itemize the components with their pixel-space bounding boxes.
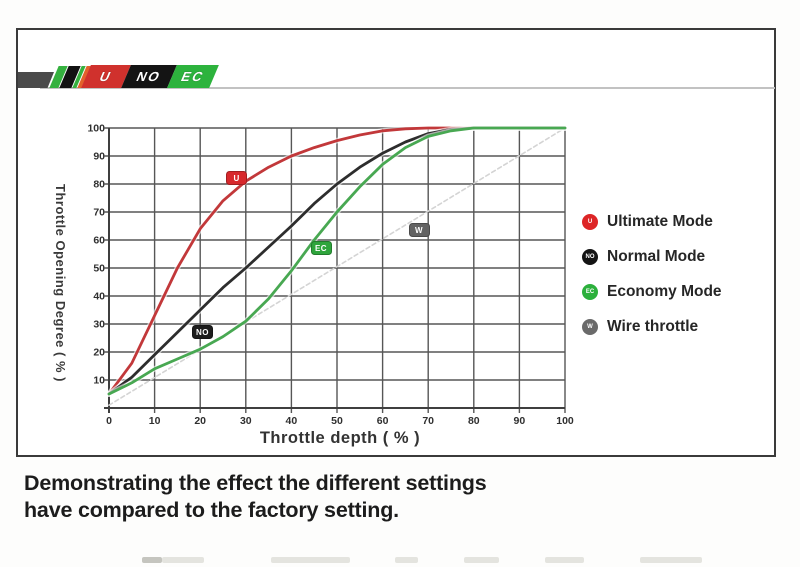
cropped-fragment bbox=[271, 557, 350, 563]
legend-label: Ultimate Mode bbox=[607, 212, 713, 230]
svg-text:100: 100 bbox=[556, 415, 574, 427]
brand-banner: U NO EC bbox=[0, 0, 800, 100]
chart-legend: U Ultimate Mode NO Normal Mode EC Economy Mod… bbox=[582, 204, 722, 344]
cropped-fragment bbox=[395, 557, 418, 563]
legend-label: Normal Mode bbox=[607, 247, 706, 265]
legend-item-normal-mode: NO Normal Mode bbox=[582, 239, 722, 274]
banner-rule-line bbox=[40, 87, 775, 89]
curve-badge-u: U bbox=[226, 171, 248, 186]
cropped-fragment bbox=[640, 557, 702, 563]
caption-line-1: Demonstrating the effect the different s… bbox=[24, 471, 487, 495]
svg-text:60: 60 bbox=[377, 415, 389, 427]
caption: Demonstrating the effect the different s… bbox=[24, 470, 487, 524]
cropped-fragment bbox=[162, 557, 204, 563]
svg-text:90: 90 bbox=[514, 415, 526, 427]
svg-text:80: 80 bbox=[468, 415, 480, 427]
cropped-fragment bbox=[464, 557, 499, 563]
legend-dot-icon: W bbox=[582, 318, 598, 335]
svg-text:30: 30 bbox=[93, 319, 105, 331]
svg-text:30: 30 bbox=[240, 415, 252, 427]
svg-text:10: 10 bbox=[149, 415, 161, 427]
svg-text:20: 20 bbox=[93, 347, 105, 359]
y-axis-title: Throttle Opening Degree ( % ) bbox=[53, 184, 68, 382]
svg-text:80: 80 bbox=[93, 179, 105, 191]
svg-text:70: 70 bbox=[422, 415, 434, 427]
svg-text:0: 0 bbox=[106, 415, 112, 427]
caption-line-2: have compared to the factory setting. bbox=[24, 498, 399, 522]
legend-label: Wire throttle bbox=[607, 317, 699, 335]
svg-text:20: 20 bbox=[194, 415, 206, 427]
legend-dot-icon: U bbox=[582, 213, 598, 230]
svg-text:50: 50 bbox=[331, 415, 343, 427]
svg-text:90: 90 bbox=[93, 151, 105, 163]
legend-item-wire-throttle: W Wire throttle bbox=[582, 309, 722, 344]
svg-text:40: 40 bbox=[286, 415, 298, 427]
throttle-response-chart: 0 10 20 30 40 50 60 70 80 90 100 10 20 30 40 50 60 70 80 90… bbox=[87, 123, 574, 428]
curve-badge-no: NO bbox=[191, 325, 213, 340]
cropped-fragment bbox=[545, 557, 584, 563]
legend-item-ultimate-mode: U Ultimate Mode bbox=[582, 204, 722, 239]
x-axis-title: Throttle depth ( % ) bbox=[259, 429, 421, 447]
legend-dot-icon: EC bbox=[582, 283, 598, 300]
svg-text:100: 100 bbox=[87, 123, 105, 135]
legend-label: Economy Mode bbox=[607, 282, 722, 300]
legend-item-economy-mode: EC Economy Mode bbox=[582, 274, 722, 309]
curve-badge-ec: EC bbox=[310, 241, 332, 256]
cropped-fragment bbox=[142, 557, 162, 563]
curve-badge-w: W bbox=[408, 223, 430, 238]
svg-text:10: 10 bbox=[93, 375, 105, 387]
svg-text:70: 70 bbox=[93, 207, 105, 219]
legend-dot-icon: NO bbox=[582, 248, 598, 265]
svg-text:50: 50 bbox=[93, 263, 105, 275]
svg-text:60: 60 bbox=[93, 235, 105, 247]
svg-text:40: 40 bbox=[93, 291, 105, 303]
banner-leading-bar bbox=[18, 72, 54, 88]
